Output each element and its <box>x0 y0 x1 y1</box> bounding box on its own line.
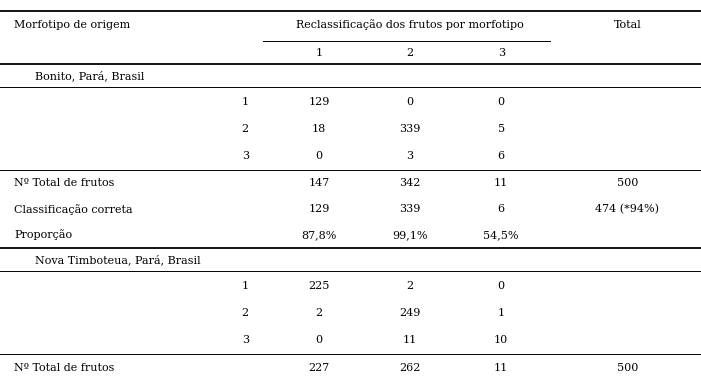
Text: 5: 5 <box>498 124 505 134</box>
Text: Nova Timboteua, Pará, Brasil: Nova Timboteua, Pará, Brasil <box>35 255 200 265</box>
Text: 129: 129 <box>308 204 329 214</box>
Text: 339: 339 <box>400 124 421 134</box>
Text: 129: 129 <box>308 97 329 106</box>
Text: Bonito, Pará, Brasil: Bonito, Pará, Brasil <box>35 70 144 81</box>
Text: Nº Total de frutos: Nº Total de frutos <box>14 179 114 188</box>
Text: Total: Total <box>613 20 641 30</box>
Text: 3: 3 <box>242 335 249 345</box>
Text: 339: 339 <box>400 204 421 214</box>
Text: 3: 3 <box>242 151 249 161</box>
Text: 1: 1 <box>498 308 505 318</box>
Text: 342: 342 <box>400 179 421 188</box>
Text: Reclassificação dos frutos por morfotipo: Reclassificação dos frutos por morfotipo <box>297 19 524 30</box>
Text: Classificação correta: Classificação correta <box>14 204 132 215</box>
Text: 0: 0 <box>498 281 505 291</box>
Text: 10: 10 <box>494 335 508 345</box>
Text: 249: 249 <box>400 308 421 318</box>
Text: Nº Total de frutos: Nº Total de frutos <box>14 363 114 373</box>
Text: 2: 2 <box>242 124 249 134</box>
Text: 18: 18 <box>312 124 326 134</box>
Text: 227: 227 <box>308 363 329 373</box>
Text: 0: 0 <box>498 97 505 106</box>
Text: 500: 500 <box>617 363 638 373</box>
Text: 11: 11 <box>494 363 508 373</box>
Text: 3: 3 <box>407 151 414 161</box>
Text: 11: 11 <box>494 179 508 188</box>
Text: 2: 2 <box>315 308 322 318</box>
Text: 1: 1 <box>242 281 249 291</box>
Text: 6: 6 <box>498 151 505 161</box>
Text: 500: 500 <box>617 179 638 188</box>
Text: 6: 6 <box>498 204 505 214</box>
Text: 99,1%: 99,1% <box>393 230 428 240</box>
Text: Proporção: Proporção <box>14 230 72 240</box>
Text: 3: 3 <box>498 48 505 58</box>
Text: 225: 225 <box>308 281 329 291</box>
Text: 54,5%: 54,5% <box>484 230 519 240</box>
Text: 2: 2 <box>407 48 414 58</box>
Text: 1: 1 <box>242 97 249 106</box>
Text: 0: 0 <box>407 97 414 106</box>
Text: 87,8%: 87,8% <box>301 230 336 240</box>
Text: Morfotipo de origem: Morfotipo de origem <box>14 20 130 30</box>
Text: 2: 2 <box>407 281 414 291</box>
Text: 2: 2 <box>242 308 249 318</box>
Text: 1: 1 <box>315 48 322 58</box>
Text: 474 (*94%): 474 (*94%) <box>595 204 660 215</box>
Text: 0: 0 <box>315 151 322 161</box>
Text: 147: 147 <box>308 179 329 188</box>
Text: 0: 0 <box>315 335 322 345</box>
Text: 11: 11 <box>403 335 417 345</box>
Text: 262: 262 <box>400 363 421 373</box>
